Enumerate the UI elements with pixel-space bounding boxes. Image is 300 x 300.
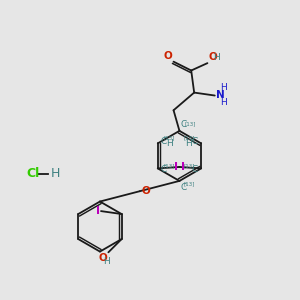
Text: H: H	[103, 257, 110, 266]
Text: O: O	[209, 52, 218, 62]
Text: I: I	[174, 162, 178, 172]
Text: Cl: Cl	[26, 167, 40, 180]
Text: O: O	[141, 186, 150, 196]
Text: C: C	[192, 165, 198, 174]
Text: C: C	[160, 137, 167, 146]
Text: H: H	[167, 139, 173, 148]
Text: O: O	[163, 51, 172, 61]
Text: [13]: [13]	[184, 122, 196, 126]
Text: C: C	[181, 119, 187, 128]
Text: I: I	[95, 206, 100, 216]
Text: [13]: [13]	[164, 135, 175, 140]
Text: C: C	[160, 165, 167, 174]
Text: O: O	[98, 253, 107, 263]
Text: H: H	[213, 53, 220, 62]
Text: H: H	[185, 139, 192, 148]
Text: I: I	[181, 162, 185, 172]
Text: [13]: [13]	[183, 135, 195, 140]
Text: [13]: [13]	[164, 163, 175, 168]
Text: [13]: [13]	[184, 182, 195, 187]
Text: [13]: [13]	[183, 163, 195, 168]
Text: C: C	[180, 183, 187, 192]
Text: H: H	[220, 83, 227, 92]
Text: N: N	[216, 90, 225, 100]
Text: H: H	[50, 167, 60, 180]
Text: H: H	[220, 98, 227, 107]
Text: C: C	[192, 137, 198, 146]
